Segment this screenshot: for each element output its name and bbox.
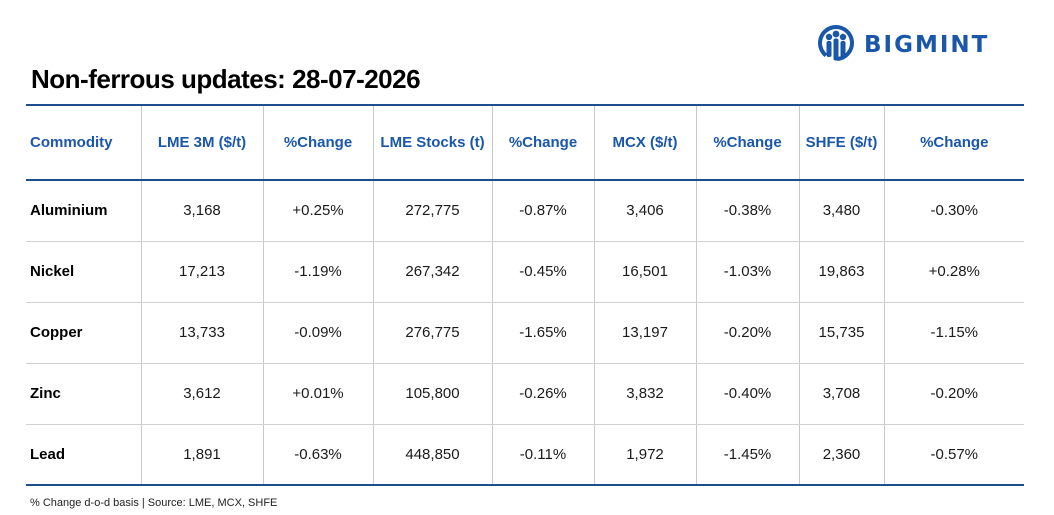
- cell-col-shfe-change: +0.28%: [884, 241, 1024, 303]
- cell-col-commodity: Copper: [26, 302, 142, 364]
- header-col-shfe: SHFE ($/t): [799, 105, 885, 180]
- page-title: Non-ferrous updates: 28-07-2026: [31, 64, 421, 94]
- cell-col-mcx-change: -1.45%: [696, 424, 800, 485]
- table-row: Nickel 17,213 -1.19% 267,342 -0.45% 16,501 -1.…: [26, 241, 1024, 303]
- brand-name: BIGMINT: [864, 32, 990, 58]
- cell-col-commodity: Nickel: [26, 241, 142, 303]
- cell-col-shfe-change: -0.30%: [884, 180, 1024, 242]
- cell-col-lme-stocks-change: -0.45%: [492, 241, 595, 303]
- cell-col-mcx-change: -0.40%: [696, 363, 800, 425]
- cell-col-lme-3m-change: -1.19%: [263, 241, 374, 303]
- table-row: Copper 13,733 -0.09% 276,775 -1.65% 13,197 -0.…: [26, 302, 1024, 364]
- cell-col-lme-3m-change: -0.09%: [263, 302, 374, 364]
- cell-col-shfe-change: -1.15%: [884, 302, 1024, 364]
- table-row: Aluminium 3,168 +0.25% 272,775 -0.87% 3,406 -0…: [26, 180, 1024, 242]
- cell-col-lme-stocks-change: -1.65%: [492, 302, 595, 364]
- cell-col-shfe-change: -0.57%: [930, 445, 979, 463]
- cell-col-mcx-change: -0.20%: [696, 302, 800, 364]
- header-col-mcx: MCX ($/t): [594, 105, 697, 180]
- cell-col-mcx-change: -1.03%: [696, 241, 800, 303]
- header-col-lme-stocks-change: %Change: [492, 105, 595, 180]
- cell-col-lme-stocks: 105,800: [373, 363, 493, 425]
- header-col-mcx-change: %Change: [696, 105, 800, 180]
- brand-logo: BIGMINT: [818, 25, 989, 65]
- footnote: % Change d-o-d basis | Source: LME, MCX,…: [30, 497, 278, 509]
- cell-col-shfe: 15,735: [799, 302, 885, 364]
- cell-col-lme-stocks: 276,775: [373, 302, 493, 364]
- cell-col-lme-3m: 17,213: [141, 241, 264, 303]
- header-col-shfe-change: %Change: [920, 134, 989, 151]
- table-row: Lead 1,891 -0.63% 448,850 -0.11% 1,972 -1.45% 2…: [26, 424, 1024, 485]
- cell-col-lme-stocks: 448,850: [373, 424, 493, 485]
- cell-col-lme-3m: 13,733: [141, 302, 264, 364]
- cell-col-lme-3m-change: +0.25%: [263, 180, 374, 242]
- cell-col-lme-3m: 3,612: [141, 363, 264, 425]
- cell-col-mcx-change: -0.38%: [696, 180, 800, 242]
- cell-col-lme-stocks-change: -0.87%: [492, 180, 595, 242]
- cell-col-lme-3m: 1,891: [141, 424, 264, 485]
- cell-col-mcx: 16,501: [594, 241, 697, 303]
- cell-col-mcx: 3,832: [594, 363, 697, 425]
- cell-col-lme-3m: 3,168: [141, 180, 264, 242]
- cell-col-commodity: Lead: [26, 424, 142, 485]
- cell-col-lme-stocks-change: -0.26%: [492, 363, 595, 425]
- bigmint-people-icon: [818, 25, 854, 61]
- header-col-lme-3m-change: %Change: [263, 105, 374, 180]
- cell-col-mcx: 13,197: [594, 302, 697, 364]
- commodity-table: Commodity LME 3M ($/t) %Change LME Stocks (…: [26, 104, 1024, 486]
- cell-col-lme-stocks: 272,775: [373, 180, 493, 242]
- cell-col-shfe: 2,360: [799, 424, 885, 485]
- cell-col-lme-3m-change: -0.63%: [263, 424, 374, 485]
- cell-col-mcx: 1,972: [594, 424, 697, 485]
- table-row: Zinc 3,612 +0.01% 105,800 -0.26% 3,832 -0.40% 3…: [26, 363, 1024, 425]
- cell-col-lme-stocks: 267,342: [373, 241, 493, 303]
- cell-col-shfe-change: -0.20%: [884, 363, 1024, 425]
- cell-col-shfe: 3,708: [799, 363, 885, 425]
- table-header-row: Commodity LME 3M ($/t) %Change LME Stocks (…: [26, 105, 1024, 180]
- cell-col-commodity: Zinc: [26, 363, 142, 425]
- cell-col-lme-3m-change: +0.01%: [263, 363, 374, 425]
- cell-col-shfe: 3,480: [799, 180, 885, 242]
- cell-col-mcx: 3,406: [594, 180, 697, 242]
- cell-col-commodity: Aluminium: [26, 180, 142, 242]
- header-col-lme-stocks: LME Stocks (t): [373, 105, 493, 180]
- cell-col-lme-stocks-change: -0.11%: [492, 424, 595, 485]
- cell-col-shfe: 19,863: [799, 241, 885, 303]
- header-col-lme-3m: LME 3M ($/t): [141, 105, 264, 180]
- header-col-commodity: Commodity: [26, 105, 142, 180]
